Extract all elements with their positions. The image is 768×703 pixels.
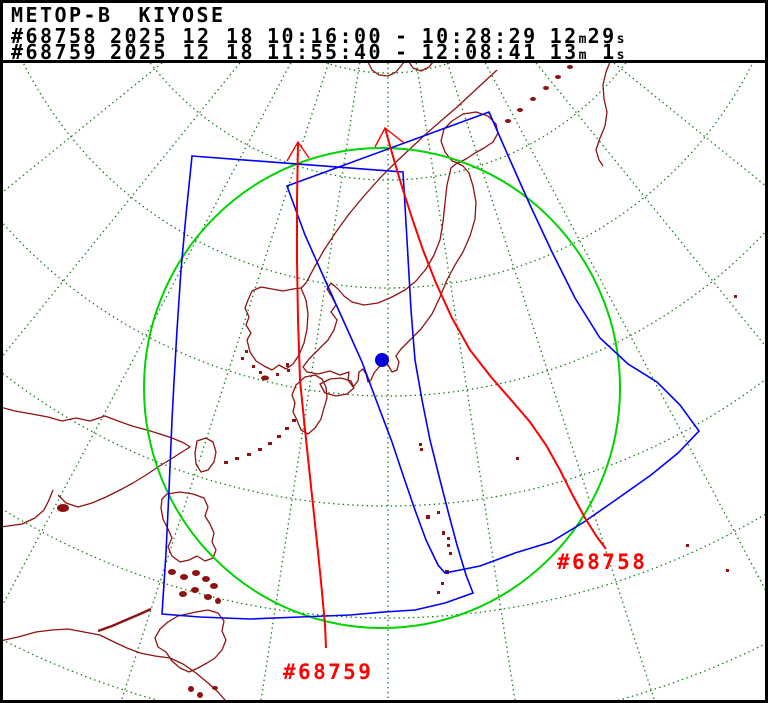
satellite-name: METOP-B [11,3,113,27]
pass-date: 2025 12 18 [110,40,256,64]
map-label-68759: #68759 [283,660,373,684]
station-name: KIYOSE [138,3,226,27]
ground-track-68758 [374,126,607,550]
pass-row-1: #68758 2025 12 18 10:16:00 - 10:28:29 12… [11,24,626,48]
duration-seconds-unit: s [616,48,626,63]
header-map-divider [0,60,768,63]
duration-seconds-unit: s [616,32,626,47]
pass-info-header: METOP-B KIYOSE #68758 2025 12 18 10:16:0… [0,0,768,63]
pass-end-time: 12:08:41 [421,40,538,64]
duration-minutes: 12 [549,24,579,48]
title-line: METOP-B KIYOSE [11,3,226,27]
graticule-grid [0,62,768,703]
time-range-dash: - [395,24,410,48]
duration-seconds: 29 [587,24,617,48]
station-marker [375,353,389,367]
track-direction-arrow [286,140,310,162]
swath-outline-68759 [161,155,475,620]
time-range-dash: - [395,40,410,64]
pass-end-time: 10:28:29 [421,24,538,48]
duration-minutes-unit: m [578,48,588,63]
duration-minutes: 13 [549,40,579,64]
pass-duration: 13m 1s [550,42,626,64]
ground-track-68759 [286,140,327,649]
pass-row-2: #68759 2025 12 18 11:55:40 - 12:08:41 13… [11,40,626,64]
swath-outline-68758 [285,110,701,574]
pass-duration: 12m29s [550,26,626,48]
duration-minutes-unit: m [578,32,588,47]
acquisition-circle [143,147,621,629]
orbit-number: #68758 [11,24,99,48]
track-direction-arrow [374,126,405,148]
coastlines [0,62,737,703]
pass-start-time: 10:16:00 [267,24,384,48]
pass-date: 2025 12 18 [110,24,256,48]
orbit-number: #68759 [11,40,99,64]
map-label-68758: #68758 [557,550,647,574]
pass-start-time: 11:55:40 [267,40,384,64]
duration-seconds: 1 [587,40,617,64]
orbit-map: #68758 #68759 [0,62,768,703]
